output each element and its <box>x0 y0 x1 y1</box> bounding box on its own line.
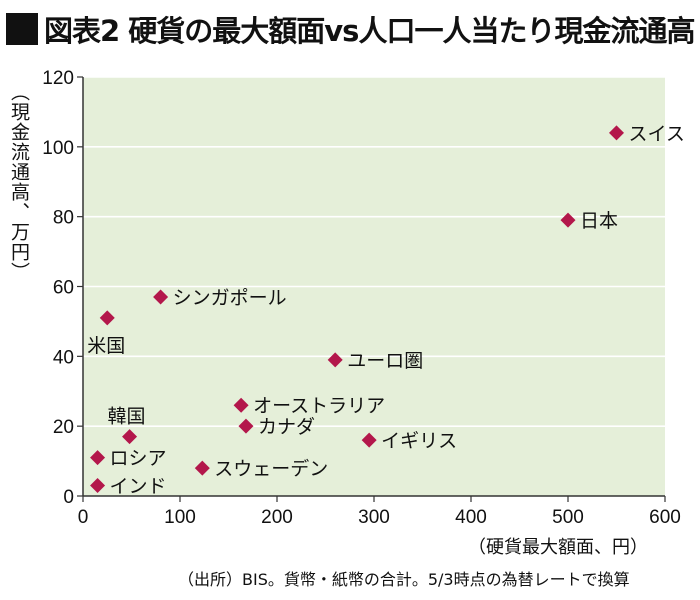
scatter-point-marker <box>233 397 249 413</box>
data-point-label: 韓国 <box>108 406 146 428</box>
scatter-point-marker <box>609 125 624 141</box>
x-tick-label: 400 <box>455 507 487 528</box>
x-tick-label: 0 <box>78 507 89 528</box>
x-tick-label: 600 <box>649 507 681 528</box>
y-tick-label: 20 <box>53 417 74 438</box>
x-tick-label: 500 <box>552 507 584 528</box>
data-point-label: イギリス <box>381 430 457 452</box>
data-point-label: オーストラリア <box>253 395 385 417</box>
chart-title-block: 図表2 硬貨の最大額面vs人口一人当たり現金流通高 <box>6 8 695 50</box>
y-tick-label: 80 <box>53 208 74 229</box>
y-tick-label: 120 <box>42 68 74 89</box>
data-point-label: スイス <box>629 123 685 145</box>
scatter-point-marker <box>194 460 210 476</box>
data-point-label: ユーロ圏 <box>347 350 423 372</box>
data-point-label: 米国 <box>87 335 125 357</box>
scatter-point-marker <box>99 310 115 326</box>
y-tick-label: 0 <box>63 487 74 508</box>
scatter-point-marker <box>238 418 254 434</box>
axes <box>77 76 666 502</box>
y-tick-label: 40 <box>53 347 74 368</box>
chart-title: 図表2 硬貨の最大額面vs人口一人当たり現金流通高 <box>44 14 695 48</box>
data-point-label: 日本 <box>580 210 618 232</box>
data-point-label: スウェーデン <box>214 458 328 480</box>
tick-labels: 0 20 40 60 80 100 120 0 100 200 300 400 500 600 <box>42 68 681 528</box>
scatter-point-marker <box>90 478 106 494</box>
data-point-label: ロシア <box>110 448 167 470</box>
x-tick-label: 300 <box>358 507 390 528</box>
data-point-label: カナダ <box>258 416 315 438</box>
scatter-point-marker <box>153 289 169 305</box>
scatter-point-marker <box>90 450 106 466</box>
y-axis-label: （現金流通高、万円） <box>8 82 30 282</box>
scatter-point-marker <box>122 429 138 445</box>
x-tick-label: 200 <box>261 507 293 528</box>
x-tick-label: 100 <box>164 507 196 528</box>
y-tick-label: 60 <box>53 278 74 299</box>
data-point-label: インド <box>110 476 167 498</box>
source-note: （出所）BIS。貨幣・紙幣の合計。5/3時点の為替レートで換算 <box>178 570 630 589</box>
data-point-label: シンガポール <box>173 287 287 309</box>
grid-lines <box>83 76 665 427</box>
scatter-point-marker <box>361 432 377 448</box>
scatter-point-marker <box>560 212 576 228</box>
x-axis-label: （硬貨最大額面、円） <box>468 537 648 558</box>
title-square-icon <box>6 13 38 45</box>
y-tick-label: 100 <box>42 138 74 159</box>
scatter-point-marker <box>327 352 343 368</box>
